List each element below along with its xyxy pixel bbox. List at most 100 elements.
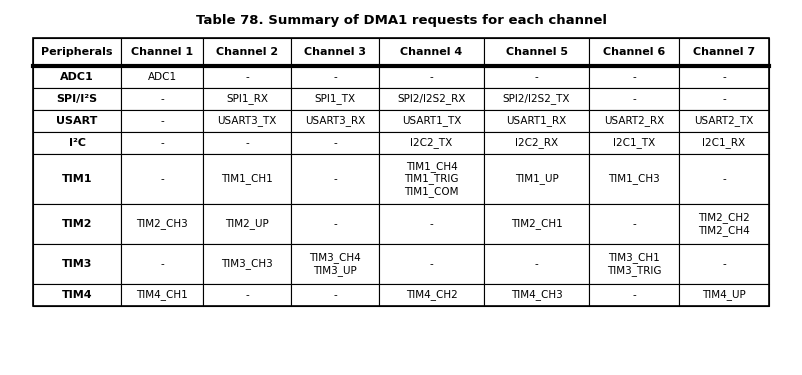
Bar (121, 132, 203, 154)
Bar (203, 110, 291, 132)
Text: I²C: I²C (68, 138, 86, 148)
Text: -: - (245, 138, 249, 148)
Bar (379, 244, 484, 284)
Bar (484, 66, 589, 88)
Bar (484, 88, 589, 110)
Text: USART1_RX: USART1_RX (506, 116, 567, 126)
Text: Peripherals: Peripherals (41, 47, 113, 57)
Bar (203, 244, 291, 284)
Text: Channel 1: Channel 1 (131, 47, 193, 57)
Text: -: - (333, 290, 337, 300)
Text: SPI/I²S: SPI/I²S (56, 94, 98, 104)
Bar (203, 132, 291, 154)
Bar (33, 38, 121, 66)
Text: TIM4_UP: TIM4_UP (702, 290, 746, 300)
Bar (589, 110, 679, 132)
Bar (379, 66, 484, 88)
Text: USART2_TX: USART2_TX (695, 116, 754, 126)
Bar (33, 38, 769, 306)
Bar (484, 38, 589, 66)
Bar (203, 88, 291, 110)
Bar (121, 284, 203, 306)
Text: ADC1: ADC1 (60, 72, 94, 82)
Bar (589, 132, 679, 154)
Text: -: - (333, 219, 337, 229)
Text: TIM3_CH4
TIM3_UP: TIM3_CH4 TIM3_UP (309, 252, 361, 276)
Text: Channel 4: Channel 4 (400, 47, 463, 57)
Bar (379, 88, 484, 110)
Bar (679, 88, 769, 110)
Text: TIM1_CH3: TIM1_CH3 (608, 174, 660, 184)
Text: TIM2_CH3: TIM2_CH3 (136, 219, 188, 230)
Bar (679, 244, 769, 284)
Text: USART: USART (56, 116, 98, 126)
Text: SPI2/I2S2_RX: SPI2/I2S2_RX (397, 93, 466, 105)
Bar (679, 38, 769, 66)
Bar (291, 154, 379, 204)
Bar (203, 284, 291, 306)
Text: TIM1_CH4
TIM1_TRIG
TIM1_COM: TIM1_CH4 TIM1_TRIG TIM1_COM (404, 160, 459, 197)
Bar (379, 132, 484, 154)
Bar (484, 244, 589, 284)
Bar (484, 154, 589, 204)
Text: TIM4_CH3: TIM4_CH3 (511, 290, 562, 300)
Text: USART1_TX: USART1_TX (402, 116, 461, 126)
Bar (679, 154, 769, 204)
Text: -: - (430, 219, 433, 229)
Bar (679, 66, 769, 88)
Text: -: - (160, 116, 164, 126)
Text: -: - (333, 138, 337, 148)
Text: TIM4_CH1: TIM4_CH1 (136, 290, 188, 300)
Text: TIM3: TIM3 (62, 259, 92, 269)
Bar (679, 284, 769, 306)
Bar (589, 66, 679, 88)
Bar (291, 284, 379, 306)
Bar (203, 154, 291, 204)
Text: I2C2_RX: I2C2_RX (515, 138, 558, 148)
Text: -: - (333, 72, 337, 82)
Bar (379, 284, 484, 306)
Text: -: - (160, 259, 164, 269)
Text: TIM2_CH1: TIM2_CH1 (511, 219, 562, 230)
Bar (33, 244, 121, 284)
Bar (203, 38, 291, 66)
Bar (121, 88, 203, 110)
Bar (121, 244, 203, 284)
Text: I2C1_RX: I2C1_RX (703, 138, 746, 148)
Text: Table 78. Summary of DMA1 requests for each channel: Table 78. Summary of DMA1 requests for e… (196, 14, 606, 27)
Text: -: - (160, 94, 164, 104)
Text: -: - (632, 94, 636, 104)
Text: TIM1: TIM1 (62, 174, 92, 184)
Text: -: - (632, 219, 636, 229)
Bar (291, 204, 379, 244)
Bar (679, 132, 769, 154)
Bar (679, 110, 769, 132)
Text: Channel 3: Channel 3 (304, 47, 366, 57)
Text: SPI2/I2S2_TX: SPI2/I2S2_TX (503, 93, 570, 105)
Text: Channel 7: Channel 7 (693, 47, 755, 57)
Text: -: - (430, 259, 433, 269)
Bar (33, 110, 121, 132)
Text: TIM2: TIM2 (62, 219, 92, 229)
Text: -: - (632, 72, 636, 82)
Text: -: - (245, 290, 249, 300)
Text: USART3_TX: USART3_TX (217, 116, 277, 126)
Bar (291, 88, 379, 110)
Bar (33, 66, 121, 88)
Bar (484, 110, 589, 132)
Text: -: - (722, 72, 726, 82)
Text: I2C2_TX: I2C2_TX (411, 138, 452, 148)
Bar (484, 132, 589, 154)
Text: USART3_RX: USART3_RX (305, 116, 365, 126)
Bar (589, 284, 679, 306)
Text: TIM3_CH3: TIM3_CH3 (221, 258, 273, 270)
Text: TIM1_UP: TIM1_UP (515, 174, 558, 184)
Bar (33, 154, 121, 204)
Text: -: - (722, 259, 726, 269)
Bar (589, 244, 679, 284)
Text: -: - (245, 72, 249, 82)
Text: TIM3_CH1
TIM3_TRIG: TIM3_CH1 TIM3_TRIG (607, 252, 662, 276)
Bar (203, 204, 291, 244)
Text: -: - (632, 290, 636, 300)
Text: -: - (430, 72, 433, 82)
